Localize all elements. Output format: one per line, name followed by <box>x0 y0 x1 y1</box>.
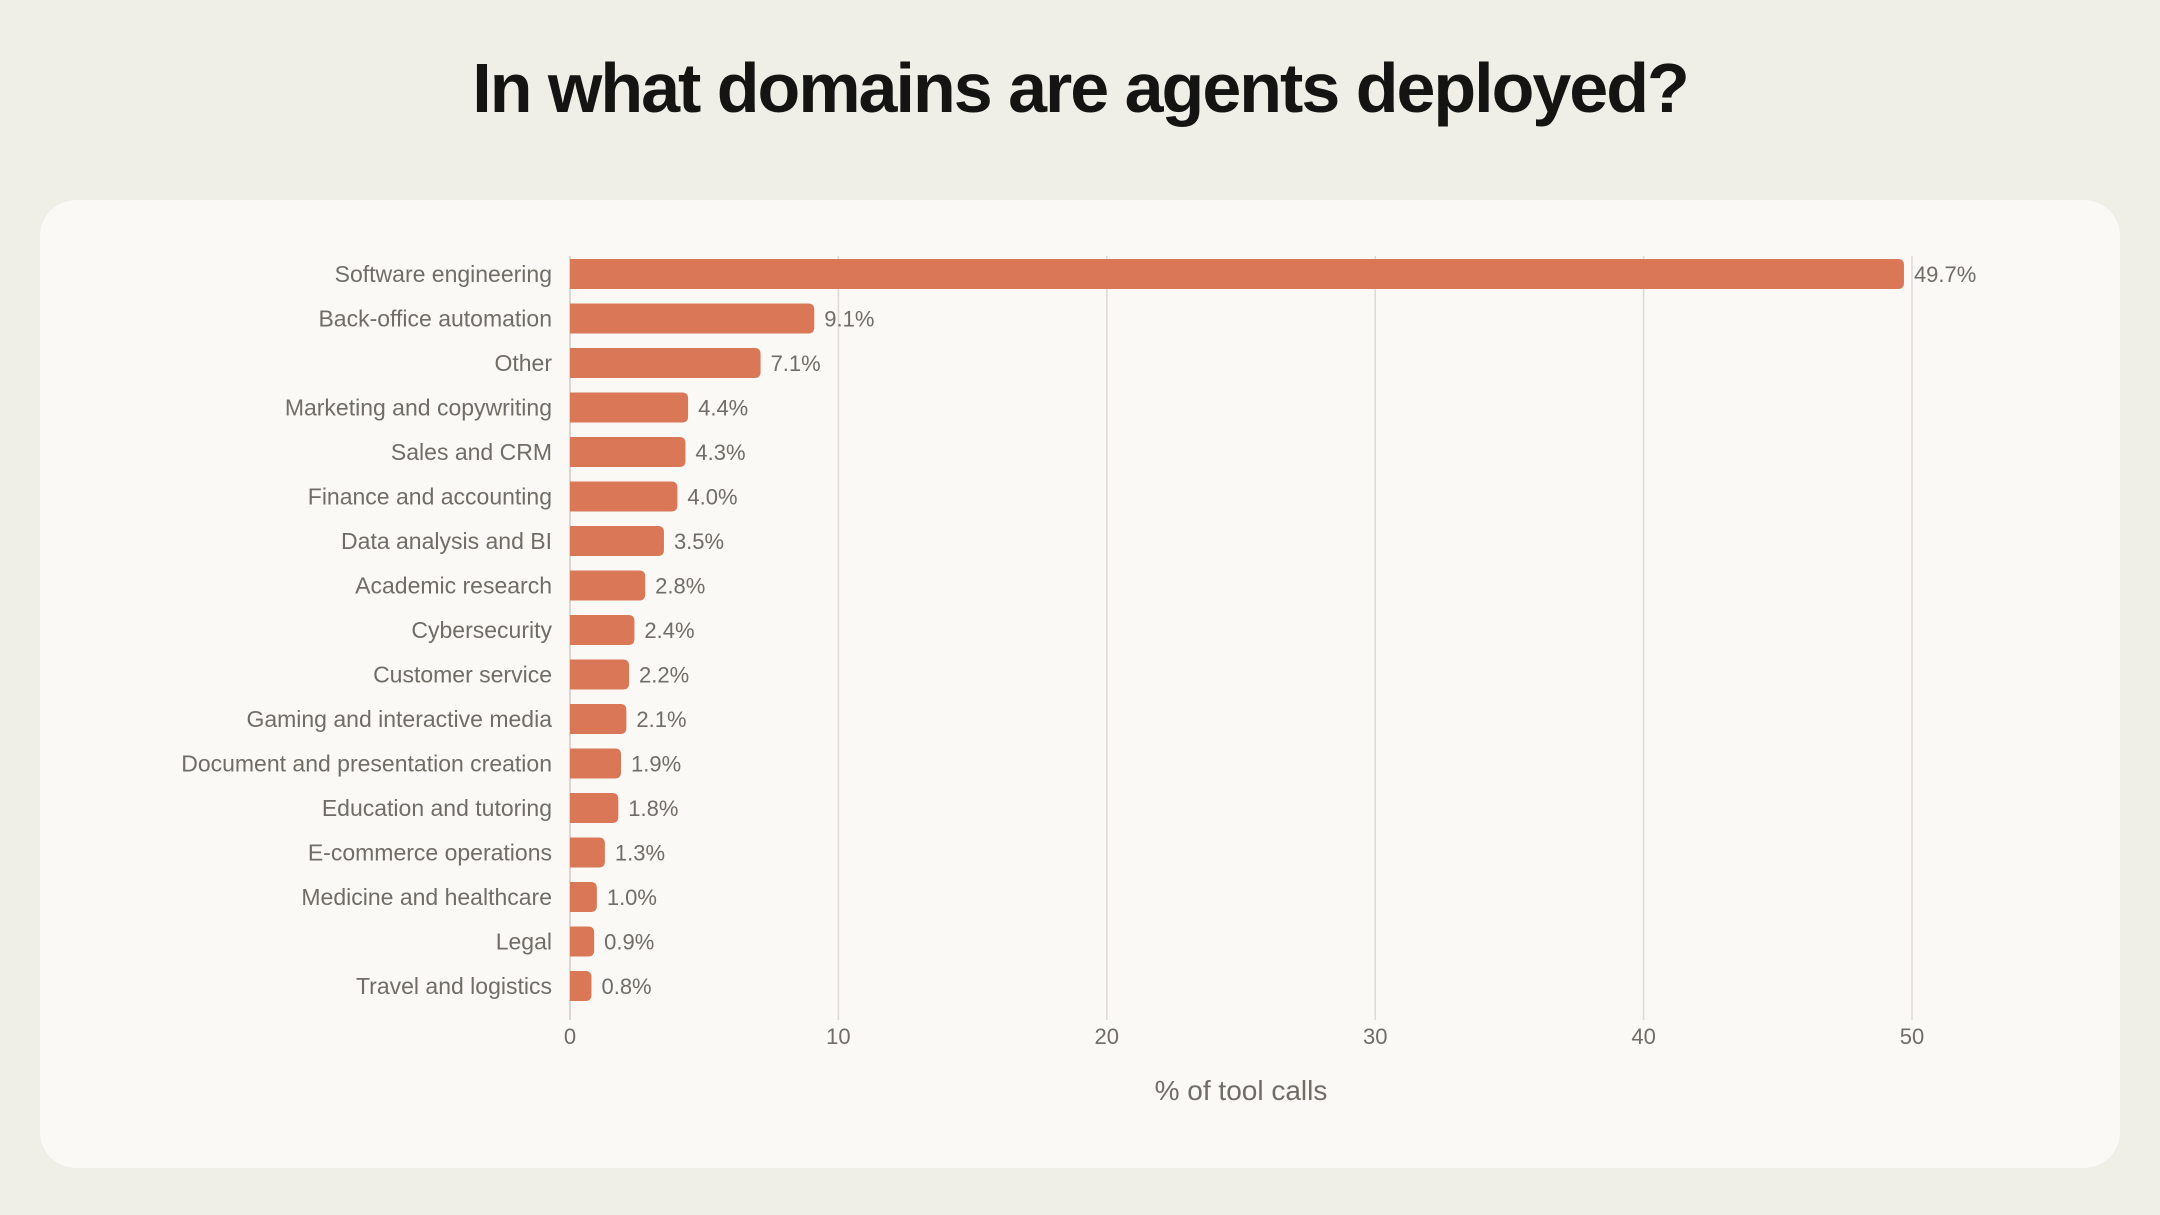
value-label: 2.4% <box>644 618 694 643</box>
category-label: Document and presentation creation <box>181 751 552 777</box>
bars: Software engineering 49.7% Back-office aut… <box>181 259 1976 1001</box>
category-label: Gaming and interactive media <box>246 706 552 732</box>
value-label: 4.3% <box>695 440 745 465</box>
value-label: 7.1% <box>771 351 821 376</box>
value-label: 4.4% <box>698 396 748 421</box>
chart-card <box>40 200 2120 1168</box>
value-label: 0.9% <box>604 930 654 955</box>
x-tick-label: 10 <box>826 1024 850 1049</box>
x-tick-labels: 0 10 20 30 40 50 <box>564 1024 1924 1049</box>
bar <box>570 882 597 912</box>
x-tick-label: 30 <box>1363 1024 1387 1049</box>
value-label: 3.5% <box>674 529 724 554</box>
bar <box>570 971 592 1001</box>
bar <box>570 526 664 556</box>
chart-title: In what domains are agents deployed? <box>472 49 1689 127</box>
bar <box>570 748 621 779</box>
category-label: E-commerce operations <box>308 840 552 866</box>
category-label: Cybersecurity <box>411 617 552 643</box>
bar <box>570 259 1904 289</box>
value-label: 2.2% <box>639 663 689 688</box>
bar <box>570 615 635 645</box>
x-tick-label: 20 <box>1095 1024 1119 1049</box>
category-label: Customer service <box>373 662 552 688</box>
category-label: Education and tutoring <box>322 795 552 821</box>
category-label: Sales and CRM <box>391 439 552 465</box>
bar <box>570 437 686 467</box>
value-label: 2.1% <box>636 707 686 732</box>
bar <box>570 704 627 734</box>
x-axis-label: % of tool calls <box>1155 1075 1328 1106</box>
category-label: Marketing and copywriting <box>285 395 552 421</box>
bar <box>570 481 678 512</box>
x-tick-label: 50 <box>1900 1024 1924 1049</box>
bar <box>570 303 815 334</box>
bar <box>570 926 595 957</box>
category-label: Data analysis and BI <box>341 528 552 554</box>
category-label: Legal <box>496 929 552 955</box>
value-label: 9.1% <box>824 307 874 332</box>
value-label: 4.0% <box>687 485 737 510</box>
value-label: 1.0% <box>607 885 657 910</box>
category-label: Software engineering <box>335 261 552 287</box>
bar <box>570 348 761 378</box>
bar <box>570 392 689 423</box>
bar <box>570 793 619 823</box>
category-label: Other <box>494 350 552 376</box>
value-label: 1.8% <box>628 796 678 821</box>
category-label: Finance and accounting <box>308 484 552 510</box>
value-label: 1.3% <box>615 841 665 866</box>
category-label: Academic research <box>355 573 552 599</box>
value-label: 1.9% <box>631 752 681 777</box>
bar <box>570 570 646 601</box>
x-tick-label: 40 <box>1631 1024 1655 1049</box>
value-label: 0.8% <box>601 974 651 999</box>
bar <box>570 659 630 690</box>
value-label: 2.8% <box>655 574 705 599</box>
category-label: Medicine and healthcare <box>301 884 552 910</box>
x-tick-label: 0 <box>564 1024 576 1049</box>
bar <box>570 837 605 868</box>
category-label: Back-office automation <box>318 306 552 332</box>
category-label: Travel and logistics <box>356 973 552 999</box>
value-label: 49.7% <box>1914 262 1976 287</box>
